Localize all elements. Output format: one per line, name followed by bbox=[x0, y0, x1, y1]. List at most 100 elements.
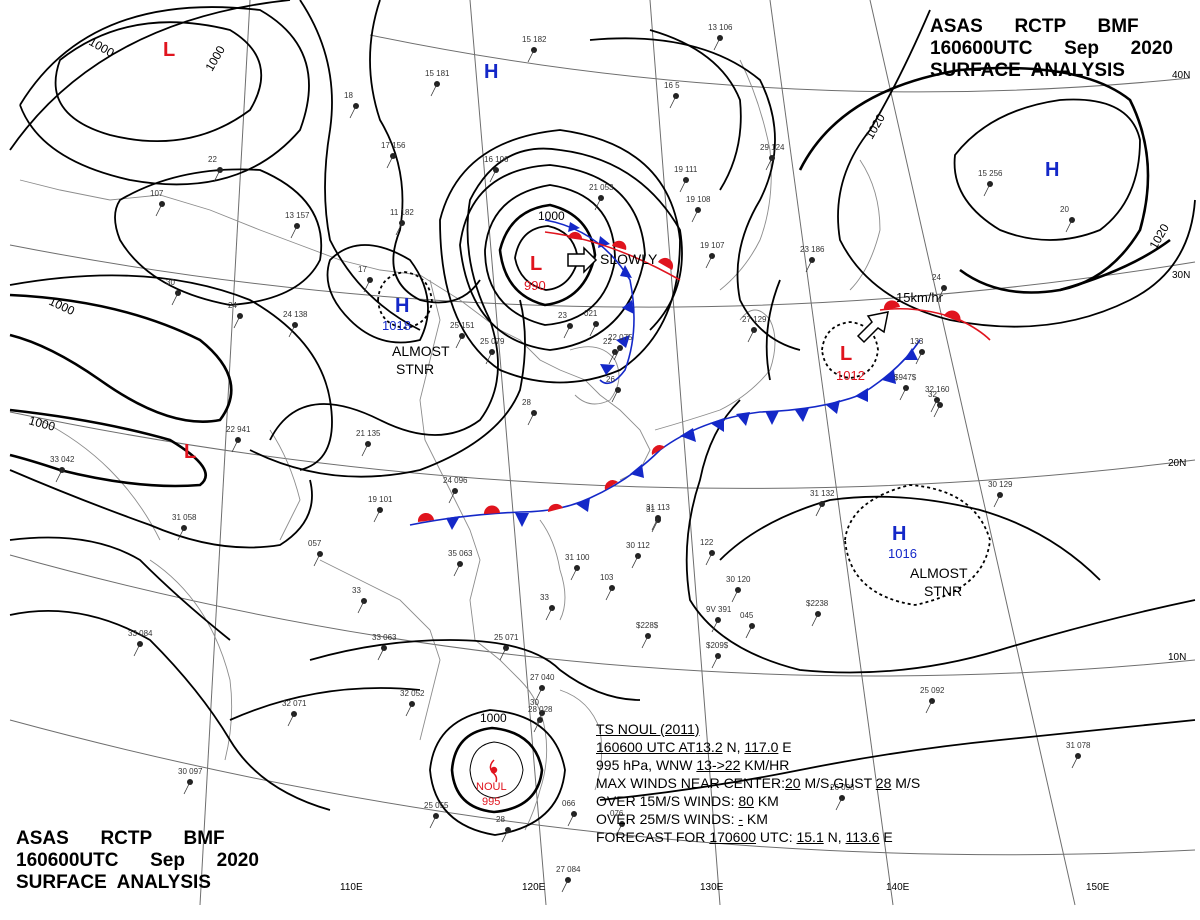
station-label: 13 106 bbox=[708, 23, 733, 32]
station-label: 33 042 bbox=[50, 455, 75, 464]
station-label: 25 092 bbox=[920, 686, 945, 695]
station-label: 19 107 bbox=[700, 241, 725, 250]
station-wind-barb bbox=[395, 222, 403, 236]
header-line-1: ASAS RCTP BMF bbox=[930, 16, 1139, 37]
station-wind-barb bbox=[535, 687, 543, 701]
station-wind-barb bbox=[669, 95, 677, 109]
station-label: 22 941 bbox=[226, 425, 251, 434]
isobar-label: 1000 bbox=[538, 209, 565, 223]
station-wind-barb bbox=[1071, 755, 1079, 769]
station-label: 28 028 bbox=[528, 705, 553, 714]
station-label: $228$ bbox=[636, 621, 659, 630]
station-wind-barb bbox=[811, 613, 819, 627]
station-label: 107 bbox=[150, 189, 164, 198]
speed-15-label: 15km/hr bbox=[896, 290, 944, 305]
station-label: 32 160 bbox=[925, 385, 950, 394]
station-wind-barb bbox=[429, 815, 437, 829]
isobars bbox=[9, 0, 1196, 836]
station-label: 24 bbox=[932, 273, 941, 282]
station-label: 31 132 bbox=[810, 489, 835, 498]
station-label: 30 120 bbox=[726, 575, 751, 584]
station-wind-barb bbox=[373, 509, 381, 523]
station-wind-barb bbox=[561, 879, 569, 893]
ts-line-7: FORECAST FOR 170600 UTC: 15.1 N, 113.6 E bbox=[596, 829, 893, 845]
station-label: 30 129 bbox=[988, 480, 1013, 489]
station-label: 20 bbox=[1060, 205, 1069, 214]
station-label: 27 040 bbox=[530, 673, 555, 682]
station-wind-barb bbox=[835, 797, 843, 811]
isobar-label: 1000 bbox=[27, 413, 57, 434]
station-label: $2238 bbox=[806, 599, 829, 608]
cold-front-north bbox=[544, 219, 635, 385]
station-wind-barb bbox=[363, 279, 371, 293]
station-wind-barb bbox=[925, 700, 933, 714]
isobar-label: 1000 bbox=[480, 711, 507, 725]
station-label: 25 151 bbox=[450, 321, 475, 330]
station-wind-barb bbox=[613, 347, 621, 361]
station-label: 33 084 bbox=[128, 629, 153, 638]
station-label: 9V 391 bbox=[706, 605, 732, 614]
ts-line-4: MAX WINDS NEAR CENTER:20 M/S,GUST 28 M/S bbox=[596, 775, 921, 791]
station-label: 26 bbox=[606, 375, 615, 384]
station-wind-barb bbox=[605, 587, 613, 601]
station-wind-barb bbox=[290, 225, 298, 239]
station-label: 31 100 bbox=[565, 553, 590, 562]
station-label: 15 256 bbox=[978, 169, 1003, 178]
station-wind-barb bbox=[545, 607, 553, 621]
station-wind-barb bbox=[287, 713, 295, 727]
station-wind-barb bbox=[361, 443, 369, 457]
station-label: 30 112 bbox=[626, 541, 650, 550]
station-label: 15 182 bbox=[522, 35, 547, 44]
station-wind-barb bbox=[527, 49, 535, 63]
station-wind-barb bbox=[313, 553, 321, 567]
station-label: 045 bbox=[740, 611, 754, 620]
ts-line-2: 160600 UTC AT13.2 N, 117.0 E bbox=[596, 739, 792, 755]
station-wind-barb bbox=[501, 829, 509, 843]
station-wind-barb bbox=[747, 329, 755, 343]
low-center-main: L bbox=[530, 253, 542, 275]
station-wind-barb bbox=[233, 315, 241, 329]
station-wind-barb bbox=[349, 105, 357, 119]
station-label: 17 156 bbox=[381, 141, 406, 150]
station-label: 16 106 bbox=[484, 155, 509, 164]
station-label: 33 063 bbox=[372, 633, 397, 642]
station-label: 32 071 bbox=[282, 699, 307, 708]
station-label: 22 bbox=[603, 337, 612, 346]
lon-label: 120E bbox=[522, 882, 546, 893]
station-wind-barb bbox=[679, 179, 687, 193]
almost-stnr-west-2: STNR bbox=[396, 361, 434, 377]
station-label: 25 071 bbox=[494, 633, 519, 642]
station-wind-barb bbox=[651, 519, 659, 533]
station-wind-barb bbox=[765, 157, 773, 171]
station-label: 24 bbox=[228, 301, 237, 310]
station-wind-barb bbox=[937, 287, 945, 301]
station-label: 23 186 bbox=[800, 245, 825, 254]
lon-label: 140E bbox=[886, 882, 910, 893]
station-wind-barb bbox=[405, 703, 413, 717]
station-label: 28 bbox=[522, 398, 531, 407]
station-wind-barb bbox=[377, 647, 385, 661]
station-wind-barb bbox=[611, 389, 619, 403]
warm-front-east bbox=[879, 300, 991, 341]
header-line-2: 160600UTC Sep 2020 bbox=[930, 38, 1173, 59]
station-label: 24 138 bbox=[283, 310, 308, 319]
ts-line-3: 995 hPa, WNW 13->22 KM/HR bbox=[596, 757, 790, 773]
station-wind-barb bbox=[608, 351, 616, 365]
noul-name: NOUL bbox=[476, 781, 507, 793]
station-wind-barb bbox=[815, 503, 823, 517]
station-label: 31 058 bbox=[172, 513, 197, 522]
station-wind-barb bbox=[615, 823, 623, 837]
station-label: 27 129 bbox=[742, 315, 767, 324]
station-wind-barb bbox=[499, 647, 507, 661]
station-label: 21 053 bbox=[589, 183, 614, 192]
warm-front-north bbox=[544, 231, 681, 281]
station-wind-barb bbox=[594, 197, 602, 211]
header-block: ASAS RCTP BMF 160600UTC Sep 2020 SURFACE… bbox=[930, 16, 1173, 82]
station-label: 28 bbox=[496, 815, 505, 824]
station-wind-barb bbox=[631, 555, 639, 569]
low-center-nw: L bbox=[163, 39, 175, 61]
station-wind-barb bbox=[570, 567, 578, 581]
station-wind-barb bbox=[171, 292, 179, 306]
station-wind-barb bbox=[430, 83, 438, 97]
